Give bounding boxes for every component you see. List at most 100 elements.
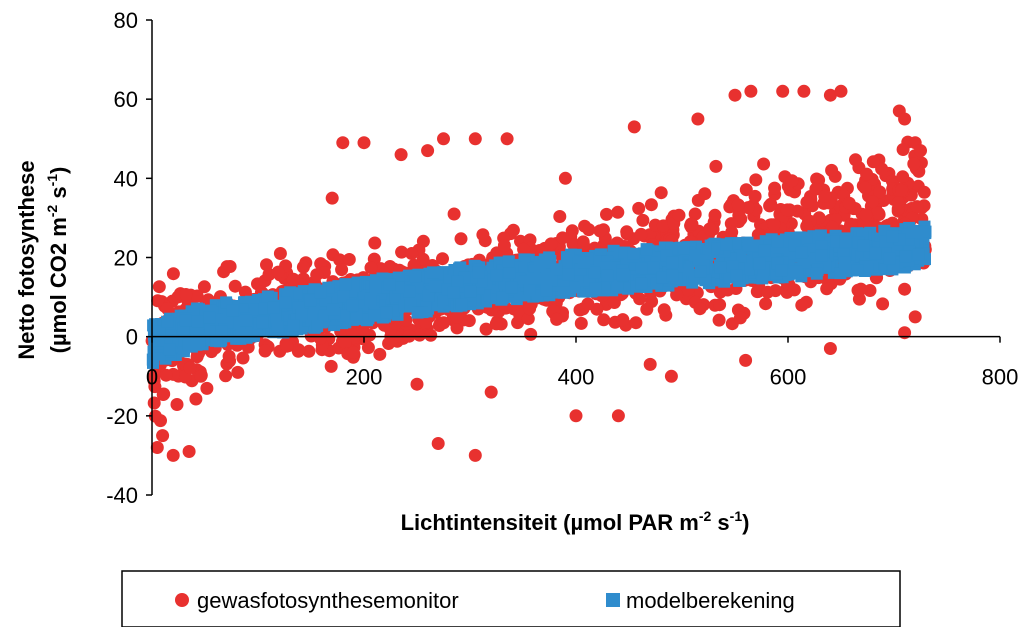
data-point-gewasfotosynthesemonitor bbox=[688, 207, 702, 221]
data-point-gewasfotosynthesemonitor bbox=[436, 252, 449, 266]
data-point-gewasfotosynthesemonitor bbox=[859, 208, 873, 222]
data-point-modelberekening bbox=[694, 265, 707, 278]
data-point-gewasfotosynthesemonitor bbox=[914, 144, 927, 158]
data-point-gewasfotosynthesemonitor bbox=[693, 302, 707, 316]
data-point-gewasfotosynthesemonitor bbox=[757, 157, 771, 171]
data-point-gewasfotosynthesemonitor bbox=[842, 196, 856, 210]
data-point-gewasfotosynthesemonitor bbox=[787, 283, 801, 297]
x-axis-title: Lichtintensiteit (µmol PAR m-2 s-1) bbox=[401, 508, 750, 535]
data-point-modelberekening bbox=[730, 269, 743, 282]
data-point-gewasfotosynthesemonitor bbox=[521, 312, 535, 326]
data-point-modelberekening bbox=[627, 247, 640, 260]
data-point-gewasfotosynthesemonitor bbox=[818, 189, 832, 203]
data-point-gewasfotosynthesemonitor bbox=[479, 322, 493, 336]
data-point-modelberekening bbox=[152, 334, 164, 347]
y-tick-label: 80 bbox=[114, 8, 138, 33]
series-modelberekening-points bbox=[146, 220, 932, 369]
data-point-modelberekening bbox=[693, 255, 706, 268]
data-point-gewasfotosynthesemonitor bbox=[302, 344, 316, 358]
data-point-modelberekening bbox=[910, 226, 923, 239]
data-point-gewasfotosynthesemonitor bbox=[800, 195, 814, 209]
data-point-modelberekening bbox=[851, 264, 864, 277]
data-point-modelberekening bbox=[369, 281, 382, 293]
data-point-gewasfotosynthesemonitor bbox=[616, 313, 630, 327]
data-point-modelberekening bbox=[611, 279, 624, 292]
data-point-gewasfotosynthesemonitor bbox=[640, 302, 654, 316]
data-point-gewasfotosynthesemonitor bbox=[219, 369, 233, 383]
data-point-gewasfotosynthesemonitor bbox=[395, 245, 409, 259]
data-point-gewasfotosynthesemonitor bbox=[231, 365, 245, 379]
data-point-modelberekening bbox=[240, 314, 252, 327]
data-point-modelberekening bbox=[527, 272, 540, 285]
data-point-gewasfotosynthesemonitor bbox=[780, 203, 794, 217]
data-point-modelberekening bbox=[153, 325, 166, 338]
data-point-modelberekening bbox=[753, 257, 766, 270]
data-point-modelberekening bbox=[598, 281, 611, 294]
data-point-modelberekening bbox=[337, 290, 350, 303]
data-point-gewasfotosynthesemonitor bbox=[898, 282, 912, 296]
data-point-gewasfotosynthesemonitor bbox=[703, 222, 717, 236]
data-point-gewasfotosynthesemonitor bbox=[447, 207, 461, 221]
data-point-modelberekening bbox=[790, 265, 802, 278]
data-point-gewasfotosynthesemonitor bbox=[335, 263, 349, 277]
data-point-gewasfotosynthesemonitor bbox=[749, 173, 763, 187]
data-point-gewasfotosynthesemonitor bbox=[410, 377, 424, 391]
data-point-gewasfotosynthesemonitor bbox=[223, 260, 237, 273]
data-point-modelberekening bbox=[656, 271, 669, 284]
data-point-gewasfotosynthesemonitor bbox=[795, 298, 809, 312]
data-point-gewasfotosynthesemonitor bbox=[865, 195, 879, 209]
data-point-modelberekening bbox=[447, 286, 460, 299]
data-point-gewasfotosynthesemonitor bbox=[431, 437, 445, 450]
data-point-gewasfotosynthesemonitor bbox=[759, 297, 773, 311]
data-point-gewasfotosynthesemonitor bbox=[636, 213, 650, 227]
data-point-gewasfotosynthesemonitor bbox=[325, 191, 339, 205]
data-point-modelberekening bbox=[502, 255, 515, 268]
y-tick-label: 60 bbox=[114, 87, 138, 112]
data-point-modelberekening bbox=[279, 296, 292, 309]
data-point-gewasfotosynthesemonitor bbox=[849, 153, 862, 167]
data-point-gewasfotosynthesemonitor bbox=[407, 258, 421, 272]
data-point-gewasfotosynthesemonitor bbox=[656, 219, 670, 233]
data-point-gewasfotosynthesemonitor bbox=[179, 288, 193, 301]
data-point-gewasfotosynthesemonitor bbox=[908, 310, 922, 324]
data-point-modelberekening bbox=[472, 266, 485, 279]
data-point-modelberekening bbox=[635, 277, 648, 290]
data-point-gewasfotosynthesemonitor bbox=[497, 239, 511, 252]
x-axis-ticks: 0 200 400 600 800 bbox=[146, 336, 1018, 390]
data-point-modelberekening bbox=[677, 242, 690, 255]
data-point-gewasfotosynthesemonitor bbox=[917, 185, 931, 199]
data-point-gewasfotosynthesemonitor bbox=[731, 198, 745, 212]
data-point-gewasfotosynthesemonitor bbox=[338, 335, 352, 349]
data-point-modelberekening bbox=[869, 247, 882, 260]
data-point-gewasfotosynthesemonitor bbox=[336, 136, 350, 150]
data-point-modelberekening bbox=[550, 263, 563, 276]
data-point-gewasfotosynthesemonitor bbox=[644, 198, 658, 212]
x-tick-label: 400 bbox=[558, 365, 595, 390]
data-point-gewasfotosynthesemonitor bbox=[854, 282, 868, 296]
data-point-modelberekening bbox=[840, 263, 853, 276]
data-point-modelberekening bbox=[215, 325, 228, 338]
data-point-gewasfotosynthesemonitor bbox=[324, 359, 338, 373]
data-point-gewasfotosynthesemonitor bbox=[907, 157, 921, 171]
data-point-modelberekening bbox=[558, 286, 570, 299]
data-point-gewasfotosynthesemonitor bbox=[891, 196, 905, 210]
data-point-gewasfotosynthesemonitor bbox=[582, 223, 596, 237]
data-point-gewasfotosynthesemonitor bbox=[876, 297, 890, 311]
data-point-gewasfotosynthesemonitor bbox=[489, 317, 503, 331]
data-point-gewasfotosynthesemonitor bbox=[476, 228, 490, 242]
data-point-gewasfotosynthesemonitor bbox=[748, 189, 762, 203]
data-point-modelberekening bbox=[490, 269, 503, 282]
data-point-modelberekening bbox=[403, 285, 416, 298]
data-point-gewasfotosynthesemonitor bbox=[685, 217, 699, 231]
data-point-modelberekening bbox=[314, 286, 327, 299]
data-point-gewasfotosynthesemonitor bbox=[258, 344, 272, 358]
data-point-gewasfotosynthesemonitor bbox=[654, 186, 668, 200]
data-point-gewasfotosynthesemonitor bbox=[310, 268, 324, 282]
data-point-gewasfotosynthesemonitor bbox=[597, 313, 611, 327]
data-point-gewasfotosynthesemonitor bbox=[421, 144, 435, 158]
data-point-gewasfotosynthesemonitor bbox=[170, 398, 184, 411]
data-point-gewasfotosynthesemonitor bbox=[346, 346, 360, 359]
data-point-gewasfotosynthesemonitor bbox=[751, 285, 765, 298]
data-point-gewasfotosynthesemonitor bbox=[708, 208, 722, 222]
data-point-gewasfotosynthesemonitor bbox=[260, 258, 273, 272]
